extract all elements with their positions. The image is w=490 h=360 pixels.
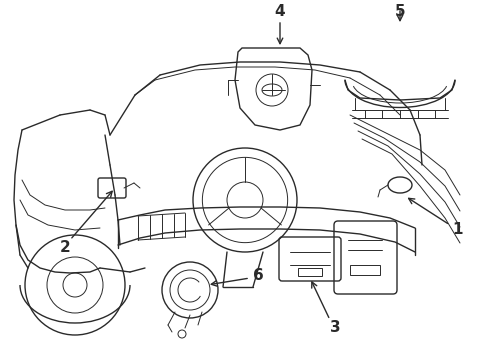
Bar [350,265,380,275]
Text: 5: 5 [394,4,405,19]
Text: 3: 3 [330,320,341,336]
Text: 6: 6 [253,269,264,284]
Bar [298,268,322,276]
Text: 2: 2 [60,240,71,256]
Text: 1: 1 [453,222,463,238]
Text: 4: 4 [275,4,285,19]
